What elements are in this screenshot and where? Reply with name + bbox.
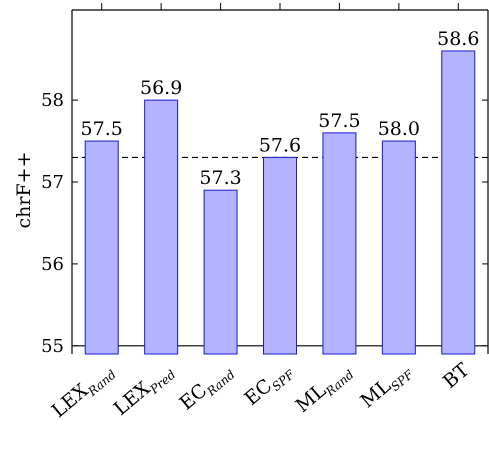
bar (441, 50, 476, 355)
category-label-text: LEXRand (48, 359, 119, 425)
y-axis-label: chrF++ (13, 152, 35, 229)
category-label: ECRand (175, 359, 238, 417)
data-label: 57.6 (259, 134, 301, 156)
category-subscript: Rand (204, 367, 238, 399)
data-label: 57.3 (199, 167, 241, 189)
category-main: ML (356, 375, 395, 413)
category-label: LEXRand (48, 359, 119, 425)
bar (144, 99, 179, 355)
bar (84, 140, 119, 355)
category-label-text: BT (439, 359, 474, 393)
category-label-text: LEXPred (110, 359, 179, 422)
category-main: BT (439, 359, 474, 393)
category-main: LEX (110, 377, 155, 420)
category-label: LEXPred (110, 359, 179, 422)
data-label: 58.0 (378, 118, 420, 140)
y-tick-label: 56 (41, 254, 64, 275)
category-label-text: ECSPF (240, 359, 297, 413)
y-tick-label: 57 (41, 172, 64, 193)
category-label: BT (439, 359, 474, 393)
bar (203, 189, 238, 355)
category-label-text: MLRand (292, 359, 357, 419)
data-label: 57.5 (318, 110, 360, 132)
y-tick-label: 58 (41, 90, 64, 111)
category-subscript: Rand (322, 367, 356, 399)
bar (381, 140, 416, 355)
category-main: EC (175, 379, 211, 414)
y-tick-label: 55 (41, 336, 64, 357)
category-label: MLSPF (356, 359, 416, 415)
data-label: 57.5 (81, 118, 123, 140)
category-main: LEX (48, 379, 93, 422)
category-main: EC (240, 375, 276, 410)
bar (263, 156, 297, 355)
category-main: ML (292, 379, 331, 417)
category-label: ECSPF (240, 359, 297, 413)
category-label-text: MLSPF (356, 359, 416, 415)
data-label: 56.9 (140, 77, 182, 99)
category-label: MLRand (292, 359, 357, 419)
data-label: 58.6 (437, 28, 479, 50)
bar (322, 132, 357, 355)
category-subscript: Rand (85, 367, 119, 399)
category-label-text: ECRand (175, 359, 238, 417)
